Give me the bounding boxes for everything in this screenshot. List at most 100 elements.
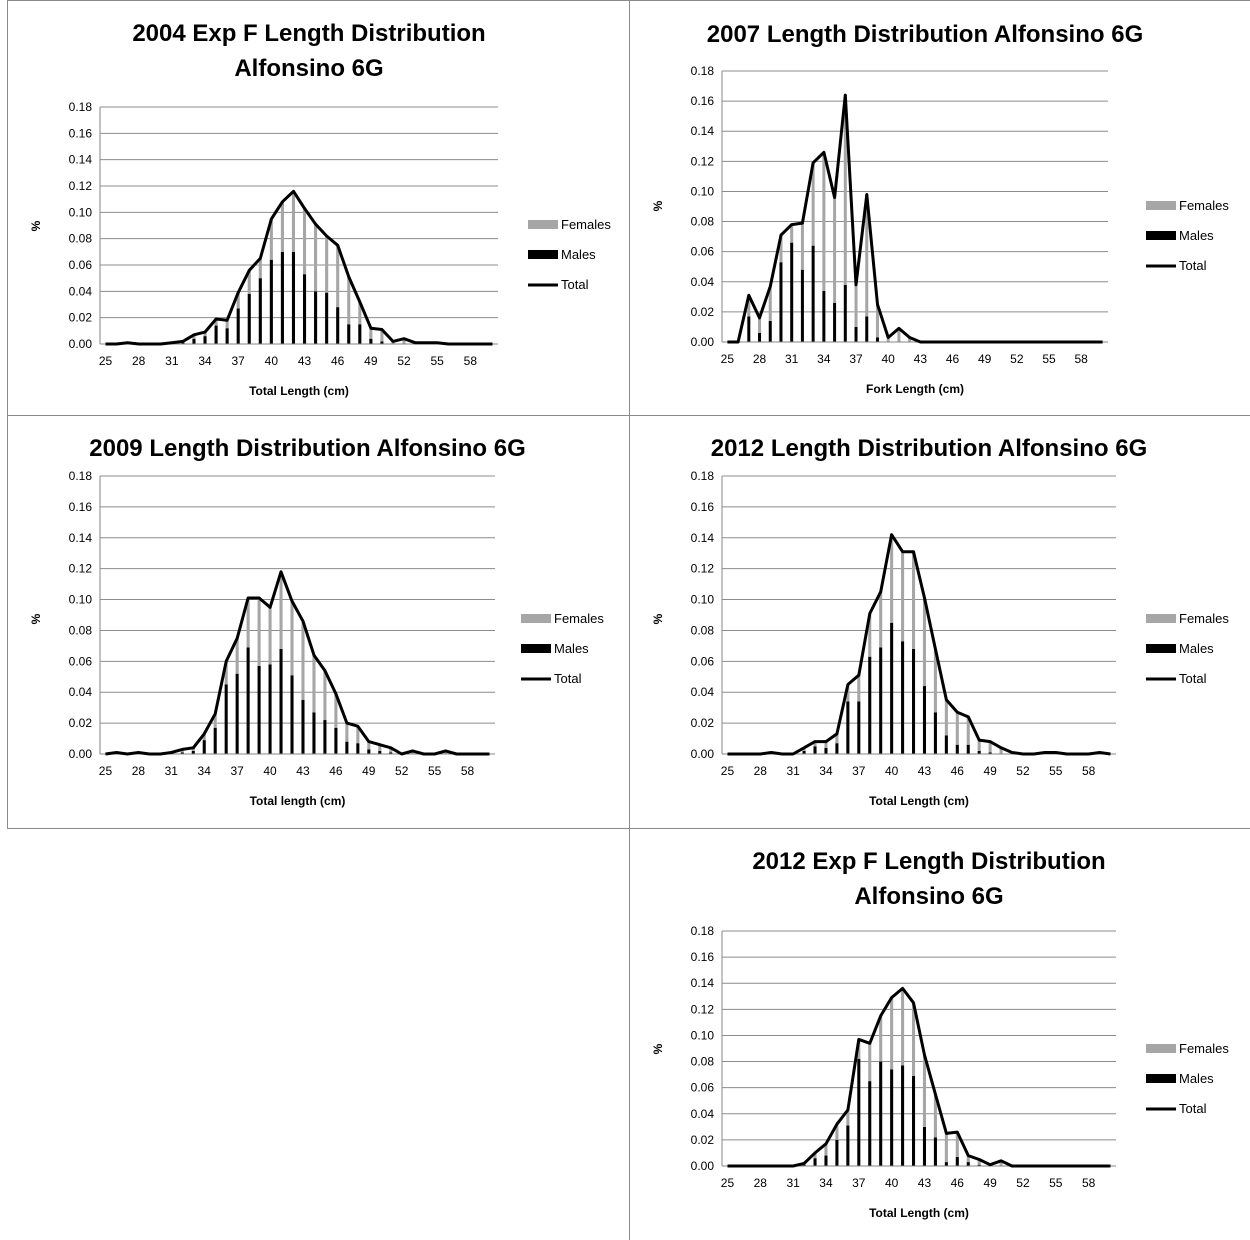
- x-tick-label: 31: [786, 764, 800, 778]
- legend-label-females: Females: [1179, 198, 1229, 213]
- x-tick-label: 40: [882, 352, 896, 366]
- x-tick-label: 25: [721, 352, 735, 366]
- x-axis-title: Total Length (cm): [869, 794, 969, 808]
- bar-males: [933, 712, 937, 754]
- x-tick-label: 49: [364, 354, 378, 368]
- x-tick-label: 34: [819, 1176, 833, 1190]
- bar-males: [779, 262, 783, 342]
- bar-females: [367, 741, 371, 750]
- bar-males: [843, 284, 847, 342]
- x-tick-label: 58: [461, 764, 475, 778]
- y-tick-label: 0.18: [691, 924, 715, 938]
- legend-label-males: Males: [1179, 228, 1214, 243]
- bar-males: [933, 1137, 937, 1166]
- chart-title: Alfonsino 6G: [854, 883, 1003, 910]
- bar-males: [768, 320, 772, 342]
- x-tick-label: 28: [132, 354, 146, 368]
- bar-males: [367, 749, 371, 754]
- bar-females: [911, 1002, 916, 1076]
- bar-males: [747, 316, 751, 342]
- bar-males: [302, 274, 307, 344]
- x-tick-label: 40: [885, 1176, 899, 1190]
- legend-swatch-males: [1146, 644, 1176, 653]
- x-tick-label: 52: [1016, 764, 1030, 778]
- y-tick-label: 0.16: [691, 950, 715, 964]
- bar-males: [955, 1156, 959, 1166]
- bar-females: [835, 733, 839, 744]
- x-axis-title: Fork Length (cm): [866, 382, 964, 396]
- bar-males: [911, 1075, 916, 1166]
- bar-females: [868, 613, 872, 657]
- bar-males: [347, 324, 351, 344]
- bar-males: [879, 647, 883, 754]
- x-axis-title: Total Length (cm): [869, 1206, 969, 1220]
- bar-males: [901, 1065, 905, 1166]
- bar-males: [269, 259, 273, 344]
- chart-title: 2012 Length Distribution Alfonsino 6G: [711, 435, 1147, 462]
- y-tick-label: 0.02: [691, 716, 715, 730]
- bar-males: [833, 302, 837, 342]
- bar-males: [846, 1125, 850, 1166]
- x-tick-label: 58: [1082, 764, 1096, 778]
- bar-males: [854, 326, 858, 342]
- y-tick-label: 0.00: [69, 747, 93, 761]
- y-tick-label: 0.06: [691, 1081, 715, 1095]
- x-tick-label: 49: [362, 764, 376, 778]
- bar-females: [224, 661, 228, 685]
- x-tick-label: 31: [165, 354, 179, 368]
- y-tick-label: 0.14: [691, 976, 715, 990]
- bar-males: [369, 338, 373, 344]
- bar-females: [977, 1159, 981, 1165]
- y-tick-label: 0.02: [69, 311, 93, 325]
- y-tick-label: 0.08: [691, 623, 715, 637]
- bar-females: [933, 648, 937, 713]
- bar-females: [358, 301, 362, 325]
- bar-males: [868, 656, 872, 754]
- bar-females: [279, 571, 283, 649]
- legend-swatch-females: [1146, 614, 1176, 623]
- bar-males: [235, 673, 239, 754]
- bar-females: [257, 598, 261, 666]
- bar-females: [955, 712, 959, 745]
- y-tick-label: 0.10: [69, 205, 93, 219]
- x-tick-label: 55: [1049, 1176, 1063, 1190]
- bar-females: [192, 334, 196, 339]
- bar-males: [181, 342, 185, 344]
- bar-males: [280, 251, 284, 344]
- bar-females: [356, 726, 360, 744]
- bar-males: [323, 720, 327, 754]
- bar-females: [966, 716, 970, 745]
- y-axis-title: %: [29, 220, 43, 231]
- bar-females: [933, 1094, 937, 1138]
- legend-label-total: Total: [554, 671, 582, 686]
- bar-males: [202, 740, 206, 754]
- bar-males: [257, 665, 261, 754]
- x-tick-label: 34: [817, 352, 831, 366]
- x-tick-label: 25: [99, 354, 113, 368]
- bar-males: [279, 648, 283, 754]
- bar-males: [192, 338, 196, 344]
- legend-label-males: Males: [561, 247, 596, 262]
- y-tick-label: 0.06: [69, 654, 93, 668]
- x-tick-label: 49: [978, 352, 992, 366]
- bar-females: [901, 988, 905, 1066]
- bar-females: [846, 684, 850, 702]
- bar-females: [999, 1160, 1003, 1166]
- y-tick-label: 0.18: [69, 469, 93, 483]
- bar-females: [247, 270, 251, 294]
- bar-females: [790, 224, 794, 243]
- x-tick-label: 58: [1082, 1176, 1096, 1190]
- bar-females: [747, 295, 751, 317]
- chart-2009-svg: 2009 Length Distribution Alfonsino 6G 0.0…: [29, 435, 604, 808]
- x-tick-label: 40: [263, 764, 277, 778]
- bar-males: [822, 290, 826, 342]
- bar-males: [180, 752, 184, 754]
- bar-females: [323, 670, 327, 721]
- y-tick-label: 0.04: [69, 284, 93, 298]
- y-tick-label: 0.18: [691, 469, 715, 483]
- x-tick-label: 49: [983, 764, 997, 778]
- bar-males: [802, 750, 806, 754]
- bar-females: [203, 332, 207, 337]
- legend-label-females: Females: [561, 217, 611, 232]
- series-total-line: [727, 986, 1111, 1168]
